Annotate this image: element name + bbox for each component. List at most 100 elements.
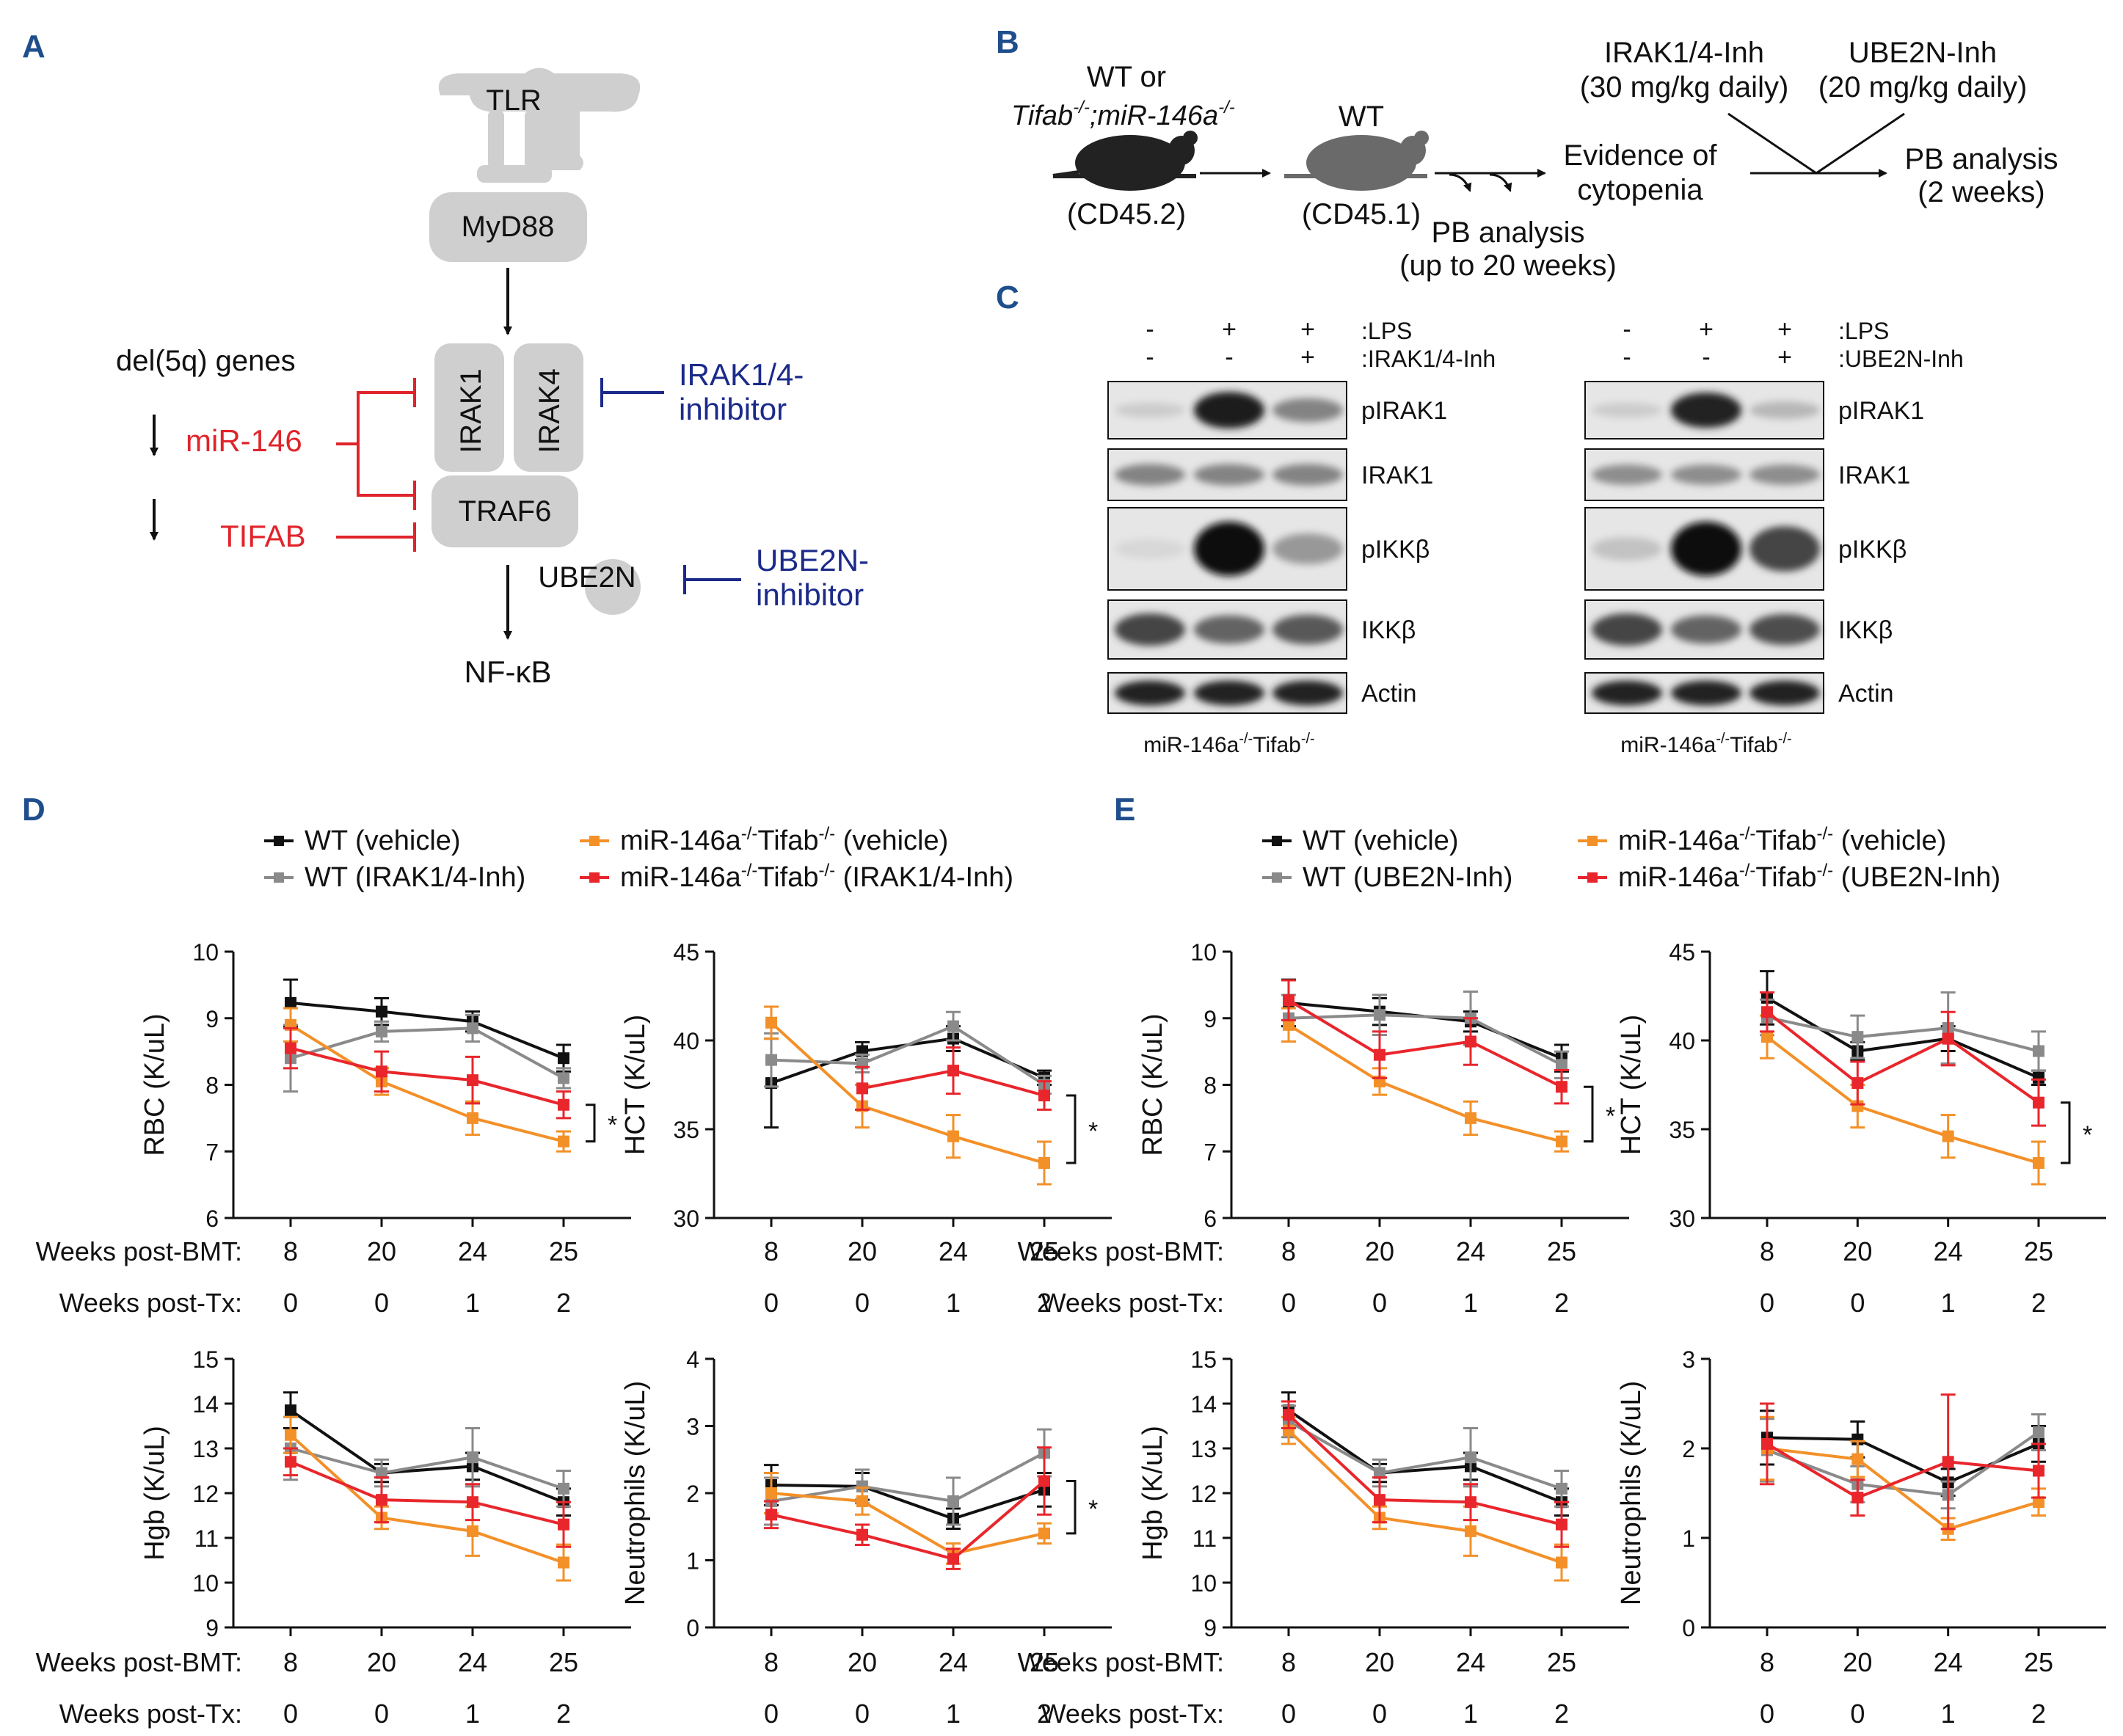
series-1 xyxy=(764,1025,1052,1129)
x-tick-label-tx: 2 xyxy=(2031,1699,2046,1729)
donor-mouse-icon xyxy=(1052,131,1198,191)
row-label-tx: Weeks post-Tx: xyxy=(59,1288,242,1318)
data-point xyxy=(1465,1035,1476,1048)
data-point xyxy=(376,1494,387,1506)
blot-band xyxy=(1749,613,1820,646)
myd88-shape xyxy=(429,192,587,262)
blot-2: - + +- - +:LPS:UBE2N-InhpIRAK1IRAK1pIKKβIKKβ… xyxy=(1584,316,1964,757)
data-point xyxy=(765,1509,777,1521)
genotype-part: Tifab xyxy=(1253,733,1301,757)
legend-marker xyxy=(589,872,600,883)
x-tick-label-tx: 2 xyxy=(1554,1699,1569,1729)
lps-label: :LPS xyxy=(1838,318,1889,344)
legend-text-part: WT (vehicle) xyxy=(1303,825,1459,856)
legend-text-part: -/- xyxy=(818,824,835,844)
genotype-part: -/- xyxy=(1301,731,1315,747)
x-tick-label-bmt: 8 xyxy=(283,1236,298,1266)
data-point xyxy=(376,1467,387,1479)
data-point xyxy=(1942,1032,1954,1045)
y-tick-label: 6 xyxy=(1203,1206,1217,1232)
y-tick-label: 0 xyxy=(1682,1615,1695,1641)
legend-text-part: Tifab xyxy=(1755,825,1816,856)
data-point xyxy=(1761,1031,1773,1043)
series-4 xyxy=(283,1026,571,1120)
row-label-tx: Weeks post-Tx: xyxy=(59,1699,242,1729)
series-line xyxy=(1287,1409,1562,1504)
blot-row-label: IKKβ xyxy=(1361,616,1416,644)
series-line xyxy=(290,1447,564,1490)
y-tick-label: 11 xyxy=(194,1525,219,1552)
data-point xyxy=(1283,1018,1294,1031)
blot-row-label: pIRAK1 xyxy=(1838,397,1924,425)
x-tick-label-bmt: 24 xyxy=(458,1647,487,1677)
legend-text-part: miR-146a xyxy=(620,862,742,893)
y-tick-label: 15 xyxy=(1190,1346,1217,1373)
ube2n-label: UBE2N xyxy=(538,561,636,594)
panel-b: B WT or Tifab-/-;miR-146a-/- (CD45.2) WT… xyxy=(996,24,2058,282)
blot-band xyxy=(1194,615,1264,644)
data-point xyxy=(285,1456,296,1468)
blot-row-label: Actin xyxy=(1838,680,1894,708)
legend-marker xyxy=(1272,872,1282,883)
y-tick-label: 14 xyxy=(192,1391,219,1418)
data-point xyxy=(1038,1527,1050,1539)
data-point xyxy=(285,996,296,1009)
mir146-label: miR-146 xyxy=(186,423,302,458)
x-tick-label-bmt: 24 xyxy=(1456,1647,1485,1677)
del5q-label: del(5q) genes xyxy=(116,345,296,377)
data-point xyxy=(558,1518,569,1531)
blot-band xyxy=(1592,613,1662,646)
data-point xyxy=(1556,1081,1567,1093)
tifab-inhibition-line xyxy=(336,522,416,552)
ube2n-treatment-2: (20 mg/kg daily) xyxy=(1818,71,2028,103)
x-tick-label-bmt: 24 xyxy=(1456,1236,1485,1266)
x-tick-label-bmt: 24 xyxy=(939,1647,968,1677)
sampling-arrows xyxy=(1449,173,1512,192)
x-tick-label-bmt: 8 xyxy=(764,1647,779,1677)
lps-sign: - xyxy=(1623,316,1631,343)
y-tick-label: 4 xyxy=(686,1346,699,1373)
pb-analysis-1-line2: (up to 20 weeks) xyxy=(1399,249,1617,282)
legend-e: WT (vehicle)WT (UBE2N-Inh)miR-146a-/-Tif… xyxy=(1262,824,2000,893)
genotype-part: Tifab xyxy=(1730,733,1778,757)
data-point xyxy=(1283,1409,1294,1421)
significance-bracket xyxy=(1066,1094,1077,1164)
lps-sign: + xyxy=(1777,316,1792,343)
series-line xyxy=(1287,1024,1562,1143)
y-axis-label: Hgb (K/uL) xyxy=(139,1426,170,1561)
tlr-receptor-shape xyxy=(438,68,641,183)
y-tick-label: 15 xyxy=(192,1346,219,1373)
x-tick-label-tx: 1 xyxy=(1463,1699,1478,1729)
tifab-label: TIFAB xyxy=(220,519,306,553)
series-3 xyxy=(764,1472,1052,1565)
data-point xyxy=(1556,1135,1567,1148)
blot-band xyxy=(1115,539,1185,559)
data-point xyxy=(1942,1456,1954,1468)
data-point xyxy=(467,1074,478,1087)
legend-marker xyxy=(589,836,600,846)
inhibitor-sign: - xyxy=(1146,343,1154,371)
blot-row-label: IRAK1 xyxy=(1361,462,1433,489)
data-point xyxy=(2033,1156,2044,1169)
significance-star: * xyxy=(2083,1121,2092,1149)
legend-d: WT (vehicle)WT (IRAK1/4-Inh)miR-146a-/-T… xyxy=(264,824,1013,893)
x-tick-label-tx: 0 xyxy=(855,1699,870,1729)
genotype-part: -/- xyxy=(1778,731,1792,747)
y-tick-label: 2 xyxy=(1682,1436,1695,1462)
blot-band xyxy=(1272,680,1343,706)
x-tick-label-tx: 1 xyxy=(946,1699,961,1729)
series-3 xyxy=(1281,1007,1569,1153)
blot-band xyxy=(1592,680,1662,706)
irak-inhibitor-label-2: inhibitor xyxy=(679,392,787,426)
y-tick-label: 12 xyxy=(1190,1481,1217,1507)
series-line xyxy=(771,1484,1045,1520)
legend-text-part: Tifab xyxy=(757,825,818,856)
legend-text-part: (vehicle) xyxy=(835,825,948,856)
lps-sign: + xyxy=(1300,316,1315,343)
x-tick-label-tx: 2 xyxy=(1037,1699,1052,1729)
legend-label: WT (vehicle) xyxy=(305,825,461,856)
legend-text-part: -/- xyxy=(1816,824,1833,844)
x-tick-label-tx: 1 xyxy=(465,1288,480,1318)
pb-analysis-2-line2: (2 weeks) xyxy=(1918,176,2044,208)
x-tick-label-bmt: 25 xyxy=(2024,1647,2053,1677)
